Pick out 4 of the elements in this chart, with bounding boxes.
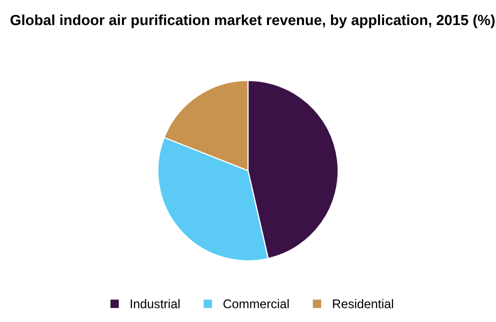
chart-title: Global indoor air purification market revenue, by application, 2015 (%) [10,14,495,28]
legend-label: Commercial [223,299,289,308]
legend-label: Residential [333,299,394,308]
legend-label: Industrial [130,299,180,308]
